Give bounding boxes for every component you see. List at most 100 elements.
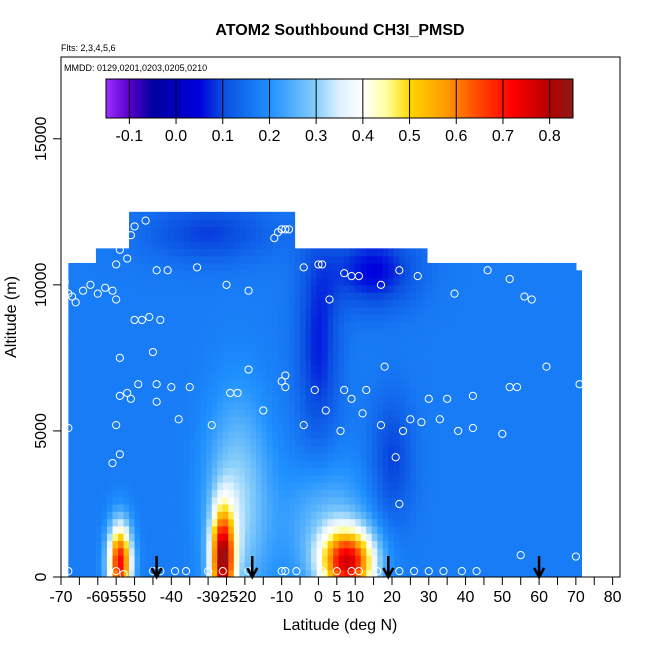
- heatmap-cell: [129, 489, 136, 498]
- heatmap-cell: [311, 350, 318, 359]
- heatmap-cell: [476, 335, 483, 344]
- heatmap-cell: [465, 262, 472, 271]
- heatmap-cell: [537, 474, 544, 483]
- heatmap-cell: [366, 409, 373, 417]
- heatmap-cell: [250, 511, 257, 520]
- heatmap-cell: [404, 503, 411, 512]
- heatmap-cell: [504, 496, 511, 505]
- heatmap-cell: [255, 474, 263, 483]
- heatmap-cell: [211, 511, 218, 520]
- heatmap-cell: [382, 306, 389, 315]
- heatmap-cell: [206, 379, 213, 388]
- heatmap-cell: [393, 474, 400, 483]
- heatmap-cell: [101, 328, 108, 337]
- heatmap-cell: [520, 379, 527, 388]
- heatmap-cell: [173, 394, 180, 403]
- heatmap-cell: [493, 262, 500, 271]
- heatmap-cell: [432, 430, 439, 439]
- heatmap-cell: [504, 460, 511, 469]
- heatmap-cell: [95, 401, 103, 410]
- heatmap-cell: [548, 372, 555, 381]
- heatmap-cell: [134, 387, 141, 396]
- heatmap-cell: [222, 445, 229, 454]
- heatmap-cell: [504, 299, 511, 308]
- heatmap-cell: [393, 314, 400, 322]
- heatmap-cell: [559, 394, 566, 403]
- heatmap-cell: [255, 555, 263, 563]
- heatmap-cell: [382, 489, 389, 498]
- heatmap-cell: [300, 562, 307, 571]
- heatmap-cell: [333, 343, 340, 352]
- heatmap-cell: [228, 299, 235, 308]
- heatmap-cell: [173, 357, 180, 366]
- heatmap-cell: [465, 518, 472, 527]
- heatmap-cell: [504, 518, 511, 527]
- heatmap-cell: [338, 474, 345, 483]
- heatmap-cell: [90, 270, 97, 279]
- heatmap-cell: [476, 482, 483, 490]
- heatmap-cell: [206, 496, 213, 505]
- heatmap-cell: [233, 416, 240, 425]
- sample-point: [575, 380, 584, 389]
- heatmap-cell: [426, 270, 434, 279]
- heatmap-cell: [206, 489, 213, 498]
- heatmap-cell: [101, 277, 108, 286]
- heatmap-cell: [559, 438, 566, 447]
- heatmap-cell: [316, 335, 323, 344]
- heatmap-cell: [118, 452, 125, 461]
- heatmap-cell: [156, 445, 163, 454]
- heatmap-cell: [73, 394, 80, 403]
- heatmap-cell: [95, 379, 103, 388]
- heatmap-cell: [239, 357, 246, 366]
- heatmap-cell: [217, 467, 224, 476]
- heatmap-cell: [255, 277, 263, 286]
- heatmap-cell: [421, 306, 428, 315]
- heatmap-cell: [289, 321, 296, 330]
- x-tick-label: -40: [160, 589, 183, 606]
- sample-point: [259, 406, 268, 415]
- heatmap-cell: [294, 284, 301, 293]
- heatmap-cell: [156, 277, 163, 286]
- heatmap-cell: [184, 401, 191, 410]
- heatmap-cell: [233, 365, 240, 374]
- heatmap-cell: [316, 328, 323, 337]
- heatmap-cell: [443, 555, 450, 563]
- heatmap-cell: [377, 350, 384, 359]
- heatmap-cell: [338, 394, 345, 403]
- sample-point: [281, 371, 290, 380]
- heatmap-cell: [504, 401, 511, 410]
- heatmap-cell: [244, 343, 251, 352]
- heatmap-cell: [344, 335, 351, 344]
- heatmap-cell: [437, 555, 445, 563]
- heatmap-cell: [537, 262, 544, 271]
- heatmap-cell: [84, 292, 92, 301]
- heatmap-cell: [68, 540, 75, 549]
- heatmap-cell: [542, 569, 549, 577]
- heatmap-cell: [432, 292, 439, 301]
- heatmap-cell: [206, 438, 213, 447]
- heatmap-cell: [233, 299, 240, 308]
- heatmap-cell: [233, 409, 240, 417]
- heatmap-cell: [206, 350, 213, 359]
- heatmap-cell: [151, 409, 158, 417]
- heatmap-cell: [277, 460, 285, 469]
- heatmap-cell: [173, 569, 180, 577]
- heatmap-cell: [305, 379, 312, 388]
- heatmap-cell: [112, 416, 119, 425]
- sample-point: [281, 383, 290, 392]
- heatmap-cell: [360, 409, 367, 417]
- heatmap-cell: [222, 452, 229, 461]
- heatmap-cell: [498, 423, 505, 432]
- heatmap-cell: [200, 350, 207, 359]
- heatmap-cell: [355, 372, 362, 381]
- heatmap-cell: [377, 328, 384, 337]
- heatmap-cell: [553, 430, 560, 439]
- heatmap-cell: [84, 496, 92, 505]
- heatmap-cell: [84, 533, 92, 542]
- heatmap-cell: [333, 460, 340, 469]
- heatmap-cell: [355, 328, 362, 337]
- heatmap-cell: [498, 525, 505, 534]
- heatmap-cell: [90, 284, 97, 293]
- heatmap-cell: [162, 467, 169, 476]
- heatmap-cell: [167, 365, 174, 374]
